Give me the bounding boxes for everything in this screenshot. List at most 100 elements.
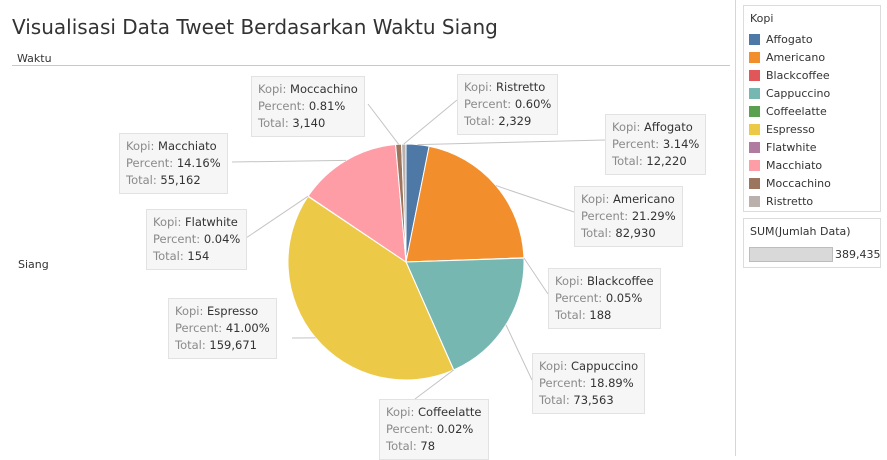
label-key-percent: Percent:	[175, 321, 222, 335]
label-macchiato: Kopi: Macchiato Percent: 14.16% Total: 5…	[119, 133, 228, 194]
label-key-total: Total:	[258, 116, 289, 130]
legend-item-coffeelatte[interactable]: Coffeelatte	[744, 102, 880, 120]
legend-swatch	[749, 178, 760, 189]
label-category: Blackcoffee	[587, 274, 654, 288]
label-flatwhite: Kopi: Flatwhite Percent: 0.04% Total: 15…	[146, 209, 247, 270]
label-total: 55,162	[160, 173, 200, 187]
label-coffeelatte: Kopi: Coffeelatte Percent: 0.02% Total: …	[379, 399, 489, 460]
label-total: 154	[187, 249, 209, 263]
label-key-total: Total:	[126, 173, 157, 187]
legend-swatch	[749, 142, 760, 153]
label-key-kopi: Kopi:	[464, 80, 492, 94]
leader-line-blackcoffee	[524, 258, 548, 294]
legend-item-moccachino[interactable]: Moccachino	[744, 174, 880, 192]
label-total: 188	[589, 308, 611, 322]
label-total: 82,930	[615, 226, 655, 240]
leader-line-ristretto	[404, 100, 457, 144]
legend-item-blackcoffee[interactable]: Blackcoffee	[744, 66, 880, 84]
legend-item-label: Ristretto	[766, 195, 813, 208]
column-header-waktu: Waktu	[17, 52, 52, 65]
legend-swatch	[749, 160, 760, 171]
label-key-total: Total:	[612, 154, 643, 168]
size-legend[interactable]: SUM(Jumlah Data) 389,435	[743, 218, 881, 268]
label-percent: 3.14%	[663, 137, 700, 151]
chart-area: Visualisasi Data Tweet Berdasarkan Waktu…	[0, 0, 735, 456]
legend-item-label: Coffeelatte	[766, 105, 827, 118]
label-key-total: Total:	[555, 308, 586, 322]
column-header-rule	[12, 65, 730, 66]
label-category: Americano	[613, 192, 675, 206]
legend-item-label: Americano	[766, 51, 825, 64]
label-category: Ristretto	[496, 80, 545, 94]
label-key-total: Total:	[175, 338, 206, 352]
label-key-percent: Percent:	[386, 422, 433, 436]
legend-swatch	[749, 88, 760, 99]
legend-item-label: Affogato	[766, 33, 813, 46]
label-moccachino: Kopi: Moccachino Percent: 0.81% Total: 3…	[251, 76, 365, 137]
label-percent: 41.00%	[226, 321, 270, 335]
label-key-kopi: Kopi:	[258, 82, 286, 96]
label-category: Coffeelatte	[418, 405, 481, 419]
label-percent: 21.29%	[632, 209, 676, 223]
label-cappuccino: Kopi: Cappuccino Percent: 18.89% Total: …	[532, 353, 645, 414]
leader-line-affogato	[418, 140, 605, 145]
size-legend-title: SUM(Jumlah Data)	[744, 219, 880, 238]
label-key-kopi: Kopi:	[555, 274, 583, 288]
label-affogato: Kopi: Affogato Percent: 3.14% Total: 12,…	[605, 114, 706, 175]
label-key-kopi: Kopi:	[612, 120, 640, 134]
chart-title: Visualisasi Data Tweet Berdasarkan Waktu…	[12, 15, 498, 39]
legend-item-macchiato[interactable]: Macchiato	[744, 156, 880, 174]
legend-item-espresso[interactable]: Espresso	[744, 120, 880, 138]
label-percent: 0.81%	[309, 99, 346, 113]
row-label-siang: Siang	[18, 258, 49, 271]
label-key-percent: Percent:	[126, 156, 173, 170]
label-percent: 0.05%	[606, 291, 643, 305]
label-percent: 18.89%	[590, 376, 634, 390]
legend-item-americano[interactable]: Americano	[744, 48, 880, 66]
label-key-kopi: Kopi:	[581, 192, 609, 206]
label-key-kopi: Kopi:	[386, 405, 414, 419]
label-key-percent: Percent:	[581, 209, 628, 223]
legend-item-label: Flatwhite	[766, 141, 817, 154]
label-category: Affogato	[644, 120, 693, 134]
label-key-percent: Percent:	[612, 137, 659, 151]
legend-item-flatwhite[interactable]: Flatwhite	[744, 138, 880, 156]
label-americano: Kopi: Americano Percent: 21.29% Total: 8…	[574, 186, 683, 247]
label-ristretto: Kopi: Ristretto Percent: 0.60% Total: 2,…	[457, 74, 558, 135]
leader-line-cappuccino	[506, 325, 532, 380]
legend-item-affogato[interactable]: Affogato	[744, 30, 880, 48]
label-category: Espresso	[207, 304, 258, 318]
label-category: Flatwhite	[185, 215, 238, 229]
label-key-total: Total:	[153, 249, 184, 263]
panel-divider	[735, 0, 736, 456]
label-total: 73,563	[573, 393, 613, 407]
label-key-percent: Percent:	[555, 291, 602, 305]
label-total: 2,329	[498, 114, 531, 128]
label-total: 159,671	[209, 338, 257, 352]
label-key-total: Total:	[581, 226, 612, 240]
label-espresso: Kopi: Espresso Percent: 41.00% Total: 15…	[168, 298, 277, 359]
label-key-kopi: Kopi:	[539, 359, 567, 373]
legend-item-ristretto[interactable]: Ristretto	[744, 192, 880, 210]
label-key-total: Total:	[464, 114, 495, 128]
label-key-kopi: Kopi:	[126, 139, 154, 153]
color-legend[interactable]: Kopi Affogato Americano Blackcoffee Capp…	[743, 5, 881, 212]
legend-item-label: Macchiato	[766, 159, 822, 172]
label-percent: 0.04%	[204, 232, 241, 246]
legend-swatch	[749, 52, 760, 63]
legend-item-label: Espresso	[766, 123, 815, 136]
label-key-kopi: Kopi:	[153, 215, 181, 229]
legend-swatch	[749, 34, 760, 45]
label-category: Macchiato	[158, 139, 217, 153]
label-percent: 0.02%	[437, 422, 474, 436]
label-key-percent: Percent:	[539, 376, 586, 390]
legend-item-label: Moccachino	[766, 177, 831, 190]
legend-swatch	[749, 106, 760, 117]
legend-item-cappuccino[interactable]: Cappuccino	[744, 84, 880, 102]
label-blackcoffee: Kopi: Blackcoffee Percent: 0.05% Total: …	[548, 268, 661, 329]
label-percent: 0.60%	[515, 97, 552, 111]
legend-item-label: Cappuccino	[766, 87, 830, 100]
legend-item-label: Blackcoffee	[766, 69, 830, 82]
leader-line-moccachino	[368, 104, 399, 144]
label-total: 78	[420, 439, 435, 453]
